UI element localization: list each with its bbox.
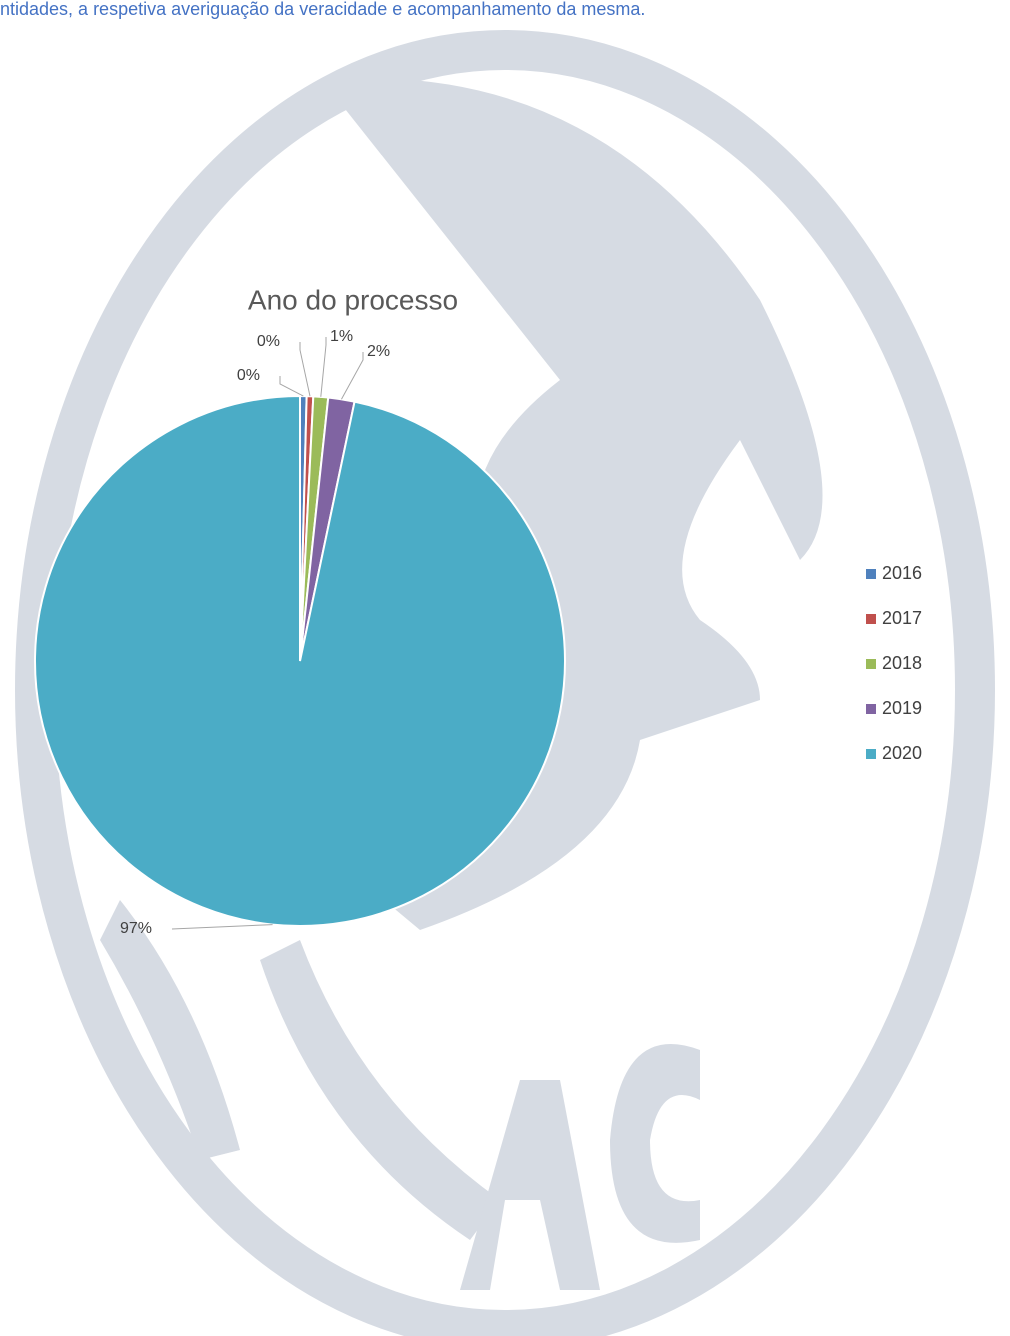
data-label: 0% <box>237 367 260 384</box>
leader-line <box>341 352 364 400</box>
legend-swatch <box>866 614 876 624</box>
chart-title: Ano do processo <box>248 284 458 315</box>
legend-swatch <box>866 659 876 669</box>
data-label: 2% <box>367 343 390 360</box>
legend-label: 2020 <box>882 743 922 763</box>
leader-line <box>320 337 327 397</box>
legend-swatch <box>866 569 876 579</box>
legend-swatch <box>866 704 876 714</box>
leader-line <box>299 342 311 397</box>
leader-line <box>171 924 273 930</box>
data-label: 1% <box>330 328 353 345</box>
legend-swatch <box>866 749 876 759</box>
data-label: 0% <box>257 333 280 350</box>
data-label: 97% <box>120 920 152 937</box>
legend-label: 2019 <box>882 698 922 718</box>
legend-label: 2016 <box>882 563 922 583</box>
intro-text: ntidades, a respetiva averiguação da ver… <box>0 0 645 19</box>
leader-line <box>279 376 304 397</box>
legend-label: 2017 <box>882 608 922 628</box>
pie-slice <box>34 394 566 927</box>
legend-label: 2018 <box>882 653 922 673</box>
watermark <box>15 30 995 1336</box>
